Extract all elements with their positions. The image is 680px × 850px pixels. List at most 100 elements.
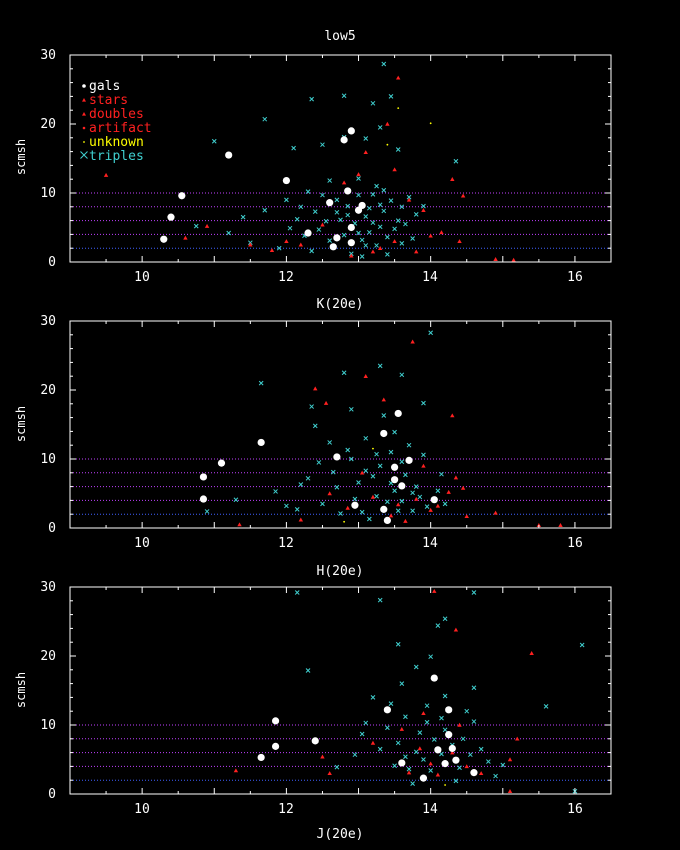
gals-point bbox=[344, 187, 352, 195]
x-tick-label: 16 bbox=[567, 802, 583, 817]
triples-point bbox=[478, 746, 484, 752]
stars-point bbox=[460, 193, 466, 198]
triples-point bbox=[406, 766, 412, 772]
stars-point bbox=[298, 242, 304, 247]
gals-point bbox=[160, 235, 168, 243]
triples-point bbox=[395, 641, 401, 647]
triples-point bbox=[334, 484, 340, 490]
gals-point bbox=[347, 223, 355, 232]
triples-point bbox=[424, 703, 430, 709]
triples-point bbox=[352, 496, 358, 502]
triples-point bbox=[233, 497, 239, 503]
triples-point bbox=[366, 229, 372, 235]
triples-point bbox=[424, 719, 430, 725]
triples-point bbox=[370, 695, 376, 700]
triples-point bbox=[359, 509, 365, 515]
gals-point bbox=[430, 674, 438, 682]
gals-point bbox=[419, 774, 428, 782]
triples-point bbox=[359, 237, 365, 243]
triples-point bbox=[363, 136, 369, 141]
triples-point bbox=[435, 623, 441, 628]
stars-point bbox=[453, 475, 459, 480]
stars-point bbox=[460, 485, 466, 490]
stars-point bbox=[421, 711, 426, 716]
triples-point bbox=[327, 178, 333, 183]
triples-point bbox=[421, 203, 426, 209]
triples-point bbox=[413, 484, 419, 489]
axis-ticks bbox=[69, 54, 612, 263]
stars-point bbox=[410, 339, 415, 344]
triples-point bbox=[363, 468, 369, 474]
triples-point bbox=[392, 226, 397, 232]
gals-point bbox=[333, 453, 341, 461]
gals-point bbox=[333, 234, 341, 242]
stars-point bbox=[349, 253, 354, 258]
y-tick-label: 10 bbox=[40, 186, 56, 201]
y-tick-label: 20 bbox=[40, 649, 56, 664]
triples-point bbox=[453, 778, 459, 784]
triples-point bbox=[291, 145, 296, 151]
stars-point bbox=[313, 386, 318, 391]
y-tick-label: 30 bbox=[40, 580, 56, 595]
stars-point bbox=[327, 771, 332, 776]
legend-marker-doubles bbox=[82, 112, 86, 116]
stars-point bbox=[399, 726, 405, 731]
triples-point bbox=[467, 752, 473, 758]
triples-point bbox=[366, 205, 372, 211]
triples-point bbox=[348, 456, 354, 462]
triples-point bbox=[399, 498, 405, 504]
stars-point bbox=[327, 491, 332, 496]
stars-point bbox=[237, 522, 242, 527]
triples-point bbox=[464, 708, 470, 714]
triples-point bbox=[413, 749, 419, 755]
gals-point bbox=[257, 753, 265, 762]
stars-point bbox=[414, 496, 419, 501]
gals-point bbox=[271, 717, 280, 725]
panel-low5: low5 scmsh 10 12 14 16 0 10 20 30 gals s… bbox=[14, 29, 612, 285]
triples-point bbox=[327, 440, 333, 445]
stars-point bbox=[558, 523, 563, 527]
triples-point bbox=[471, 590, 477, 595]
gals-point bbox=[470, 769, 478, 777]
panel-h20e: H(20e) scmsh 10 12 14 16 0 10 20 30 bbox=[14, 564, 612, 817]
triples-point bbox=[410, 490, 415, 496]
stars-point bbox=[403, 518, 408, 523]
reference-lines bbox=[70, 724, 611, 781]
triples-point bbox=[320, 142, 325, 148]
stars-point bbox=[377, 246, 383, 250]
triples-point bbox=[403, 472, 408, 478]
gals-point bbox=[340, 136, 348, 144]
stars-point bbox=[450, 750, 455, 755]
triples-point bbox=[276, 245, 282, 251]
gals-point bbox=[441, 760, 449, 768]
gals-point bbox=[304, 229, 312, 237]
triples-point bbox=[377, 202, 383, 208]
gals-point bbox=[199, 495, 208, 503]
stars-point bbox=[363, 374, 368, 378]
y-axis-label: scmsh bbox=[14, 406, 28, 442]
triples-point bbox=[312, 209, 318, 214]
triples-point bbox=[374, 243, 379, 248]
stars-point bbox=[320, 754, 325, 759]
triples-point bbox=[471, 719, 477, 724]
gals-point bbox=[430, 496, 438, 504]
triples-point bbox=[395, 740, 401, 746]
triples-point bbox=[352, 221, 358, 226]
gals-point bbox=[380, 505, 388, 513]
triples-point bbox=[284, 503, 289, 509]
triples-point bbox=[413, 212, 419, 217]
x-tick-label: 16 bbox=[567, 536, 583, 551]
x-axis-label: J(20e) bbox=[317, 827, 364, 842]
triples-point bbox=[374, 451, 379, 457]
gals-point bbox=[358, 201, 366, 210]
gals-point bbox=[167, 213, 175, 221]
triples-point bbox=[471, 685, 477, 691]
stars-point bbox=[457, 239, 462, 244]
legend-marker-unknown bbox=[83, 141, 85, 143]
legend-label-gals: gals bbox=[89, 79, 120, 94]
stars-point bbox=[320, 222, 325, 227]
triples-point bbox=[374, 493, 379, 499]
unknown-point bbox=[397, 107, 400, 110]
triples-point bbox=[345, 212, 351, 218]
triples-point bbox=[399, 241, 405, 246]
